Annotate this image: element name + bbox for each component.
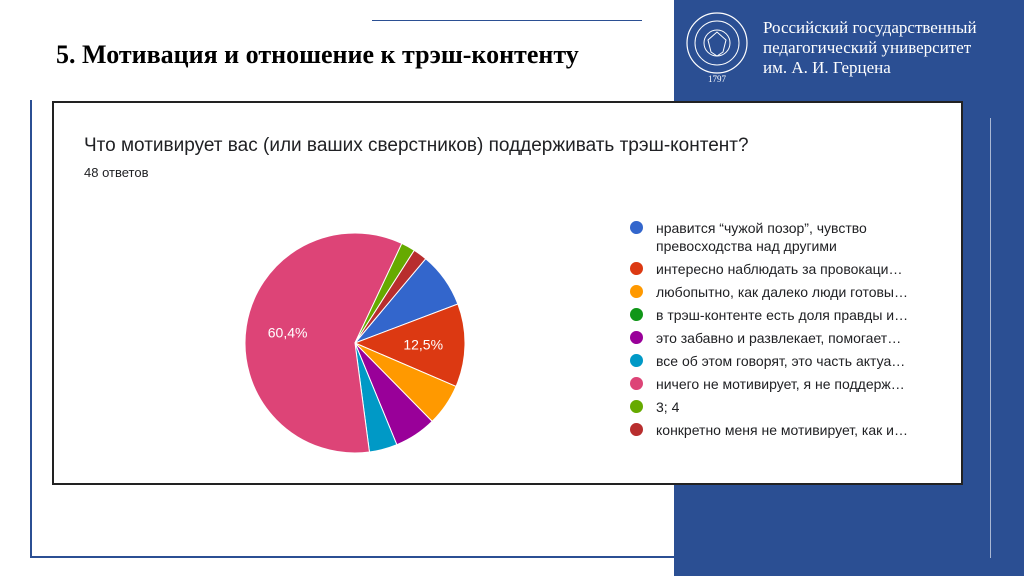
legend-label: нравится “чужой позор”, чувство	[656, 220, 867, 236]
legend-label: ничего не мотивирует, я не поддерж…	[656, 376, 905, 392]
pie-slice	[354, 249, 427, 344]
legend-label: в трэш-контенте есть доля правды и…	[656, 307, 909, 323]
legend-item: все об этом говорят, это часть актуа…	[628, 352, 958, 370]
legend-item: 3; 4	[628, 398, 958, 416]
legend-swatch	[630, 354, 643, 367]
legend-item: любопытно, как далеко люди готовы…	[628, 283, 958, 301]
legend-label: конкретно меня не мотивирует, как и…	[656, 422, 908, 438]
legend-swatch	[630, 377, 643, 390]
university-name-line: педагогический университет	[763, 38, 972, 57]
legend-item: это забавно и развлекает, помогает…	[628, 329, 958, 347]
legend-label: это забавно и развлекает, помогает…	[656, 330, 902, 346]
legend-item: в трэш-контенте есть доля правды и…	[628, 306, 958, 324]
pie-data-label: 12,5%	[403, 336, 443, 352]
university-seal-icon: 1797	[686, 12, 748, 84]
legend-swatch	[630, 423, 643, 436]
legend-label: превосходства над другими	[656, 238, 837, 254]
legend-label: любопытно, как далеко люди готовы…	[656, 284, 908, 300]
university-name: Российский государственный педагогически…	[763, 18, 977, 78]
university-name-line: им. А. И. Герцена	[763, 58, 891, 77]
chart-card: Что мотивирует вас (или ваших сверстнико…	[52, 101, 963, 485]
legend-swatch	[630, 331, 643, 344]
legend-label: все об этом говорят, это часть актуа…	[656, 353, 906, 369]
legend-item: нравится “чужой позор”, чувство превосход…	[628, 219, 958, 255]
legend-label: интересно наблюдать за провокаци…	[656, 261, 903, 277]
legend-swatch	[630, 262, 643, 275]
logo-year: 1797	[708, 74, 727, 84]
slide-title: 5. Мотивация и отношение к трэш-контенту	[56, 40, 579, 69]
frame-left-line	[30, 100, 32, 558]
legend-label: 3; 4	[656, 399, 680, 415]
legend-swatch	[630, 221, 643, 234]
legend-item: ничего не мотивирует, я не поддерж…	[628, 375, 958, 393]
panel-divider	[990, 118, 991, 558]
top-rule	[372, 20, 642, 21]
legend-swatch	[630, 285, 643, 298]
legend-item: интересно наблюдать за провокаци…	[628, 260, 958, 278]
pie-data-label: 60,4%	[268, 325, 308, 341]
chart-legend: нравится “чужой позор”, чувство превосход…	[628, 219, 958, 444]
frame-bottom-line	[30, 556, 674, 558]
pie-slice	[244, 232, 403, 454]
legend-swatch	[630, 308, 643, 321]
university-name-line: Российский государственный	[763, 18, 977, 37]
pie-chart: 12,5% 60,4%	[244, 232, 466, 454]
pie-slice	[353, 303, 466, 388]
chart-title: Что мотивирует вас (или ваших сверстнико…	[84, 135, 749, 156]
legend-swatch	[630, 400, 643, 413]
chart-subtitle: 48 ответов	[84, 165, 149, 180]
legend-item: конкретно меня не мотивирует, как и…	[628, 421, 958, 439]
